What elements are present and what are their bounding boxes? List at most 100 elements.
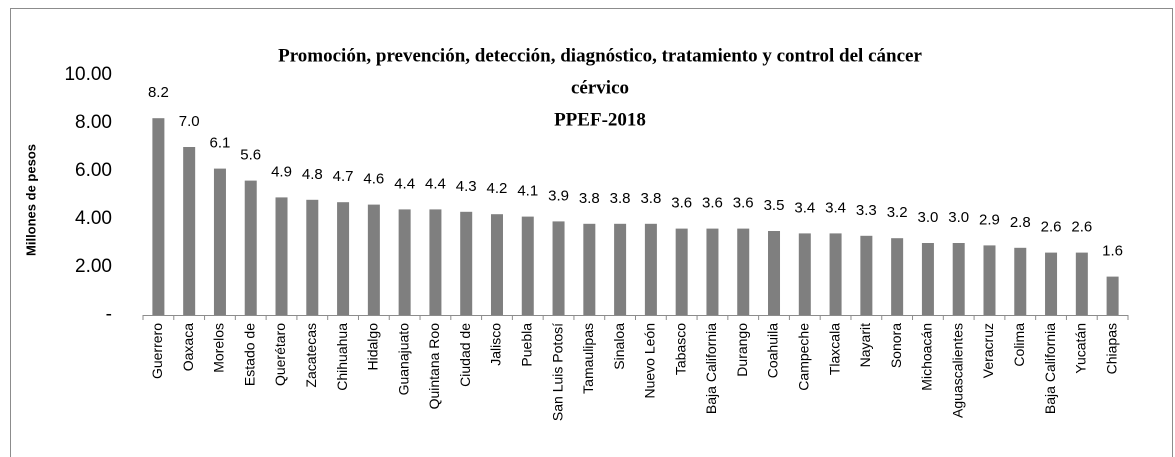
x-tick-label: Zacatecas bbox=[303, 323, 319, 388]
x-tick-label: Quintana Roo bbox=[426, 323, 442, 410]
x-tick-label: Sinaloa bbox=[611, 323, 627, 370]
chart-title: cérvico bbox=[571, 77, 629, 98]
bar bbox=[675, 228, 688, 315]
data-label: 3.8 bbox=[640, 190, 661, 207]
x-tick-label: Chihuahua bbox=[334, 323, 350, 391]
data-label: 3.8 bbox=[610, 190, 631, 207]
bar bbox=[983, 245, 996, 315]
x-tick-label: Veracruz bbox=[980, 323, 996, 378]
chart-title: Promoción, prevención, detección, diagnó… bbox=[278, 45, 922, 66]
x-tick-label: Baja California bbox=[703, 323, 719, 414]
data-label: 3.6 bbox=[702, 195, 723, 212]
x-tick-label: Tlaxcala bbox=[826, 323, 842, 375]
bar bbox=[521, 216, 534, 315]
x-tick-label: Estado de bbox=[241, 323, 257, 386]
data-label: 5.6 bbox=[240, 147, 261, 164]
y-tick-label: - bbox=[106, 304, 112, 325]
bar bbox=[829, 233, 842, 315]
data-label: 3.5 bbox=[764, 197, 785, 214]
bar bbox=[768, 231, 781, 315]
x-tick-label: Oaxaca bbox=[180, 323, 196, 371]
y-tick-label: 6.00 bbox=[75, 160, 112, 181]
x-tick-label: Morelos bbox=[211, 323, 227, 373]
bar bbox=[429, 209, 442, 315]
x-tick-label: Hidalgo bbox=[365, 323, 381, 371]
data-label: 2.6 bbox=[1071, 219, 1092, 236]
data-label: 4.1 bbox=[517, 183, 538, 200]
bar bbox=[213, 168, 226, 315]
data-label: 3.6 bbox=[733, 195, 754, 212]
bar bbox=[860, 235, 873, 315]
bar bbox=[552, 221, 565, 315]
data-label: 4.3 bbox=[456, 178, 477, 195]
data-label: 3.2 bbox=[887, 204, 908, 221]
y-tick-label: 2.00 bbox=[75, 256, 112, 277]
bar bbox=[1045, 252, 1058, 315]
data-label: 3.9 bbox=[548, 187, 569, 204]
x-tick-label: San Luis Potosí bbox=[549, 323, 565, 421]
data-label: 2.8 bbox=[1010, 214, 1031, 231]
x-tick-label: Durango bbox=[734, 323, 750, 377]
x-tick-label: Aguascalientes bbox=[949, 323, 965, 418]
data-label: 4.9 bbox=[271, 163, 292, 180]
bar bbox=[183, 147, 196, 315]
x-tick-label: Campeche bbox=[796, 323, 812, 391]
data-label: 4.6 bbox=[363, 171, 384, 188]
bar bbox=[737, 228, 750, 315]
y-tick-label: 10.00 bbox=[64, 64, 112, 85]
data-label: 7.0 bbox=[179, 113, 200, 130]
bar bbox=[706, 228, 719, 315]
x-tick-label: Nayarit bbox=[857, 323, 873, 367]
bar bbox=[337, 202, 350, 315]
bar bbox=[583, 223, 596, 315]
data-label: 6.1 bbox=[210, 135, 231, 152]
x-tick-label: Tamaulipas bbox=[580, 323, 596, 394]
bar bbox=[798, 233, 811, 315]
bar bbox=[1106, 276, 1119, 315]
y-axis-label: Millones de pesos bbox=[23, 144, 38, 256]
bar bbox=[1014, 247, 1027, 315]
bar bbox=[398, 209, 411, 315]
x-tick-label: Tabasco bbox=[672, 323, 688, 375]
x-tick-label: Jalisco bbox=[488, 323, 504, 366]
x-tick-label: Colima bbox=[1011, 323, 1027, 367]
bar bbox=[275, 197, 288, 315]
data-label: 4.7 bbox=[333, 168, 354, 185]
data-label: 1.6 bbox=[1102, 243, 1123, 260]
x-tick-label: Coahuila bbox=[765, 323, 781, 378]
data-label: 2.9 bbox=[979, 211, 1000, 228]
data-label: 3.8 bbox=[579, 190, 600, 207]
x-tick-label: Sonora bbox=[888, 323, 904, 368]
x-tick-label: Querétaro bbox=[272, 323, 288, 386]
chart-subtitle: PPEF-2018 bbox=[554, 109, 646, 130]
x-tick-label: Baja California bbox=[1042, 323, 1058, 414]
x-tick-label: Nuevo León bbox=[642, 323, 658, 399]
bar bbox=[644, 223, 657, 315]
data-label: 3.0 bbox=[948, 209, 969, 226]
x-tick-label: Yucatán bbox=[1073, 323, 1089, 374]
data-label: 3.6 bbox=[671, 195, 692, 212]
data-label: 3.4 bbox=[794, 199, 815, 216]
data-label: 3.4 bbox=[825, 199, 846, 216]
data-label: 3.0 bbox=[917, 209, 938, 226]
bar bbox=[367, 204, 380, 315]
x-tick-label: Ciudad de bbox=[457, 323, 473, 387]
x-tick-label: Guanajuato bbox=[395, 323, 411, 396]
data-label: 4.2 bbox=[487, 180, 508, 197]
bar bbox=[244, 180, 257, 315]
data-label: 2.6 bbox=[1041, 219, 1062, 236]
bar bbox=[614, 223, 627, 315]
data-label: 4.8 bbox=[302, 166, 323, 183]
bar bbox=[306, 199, 319, 315]
data-label: 3.3 bbox=[856, 202, 877, 219]
data-label: 8.2 bbox=[148, 84, 169, 101]
x-tick-label: Michoacán bbox=[919, 323, 935, 391]
bar bbox=[152, 118, 165, 315]
data-label: 4.4 bbox=[425, 175, 446, 192]
bar bbox=[921, 243, 934, 315]
bar bbox=[460, 211, 473, 315]
x-tick-label: Chiapas bbox=[1103, 323, 1119, 374]
data-label: 4.4 bbox=[394, 175, 415, 192]
bar bbox=[1075, 252, 1088, 315]
